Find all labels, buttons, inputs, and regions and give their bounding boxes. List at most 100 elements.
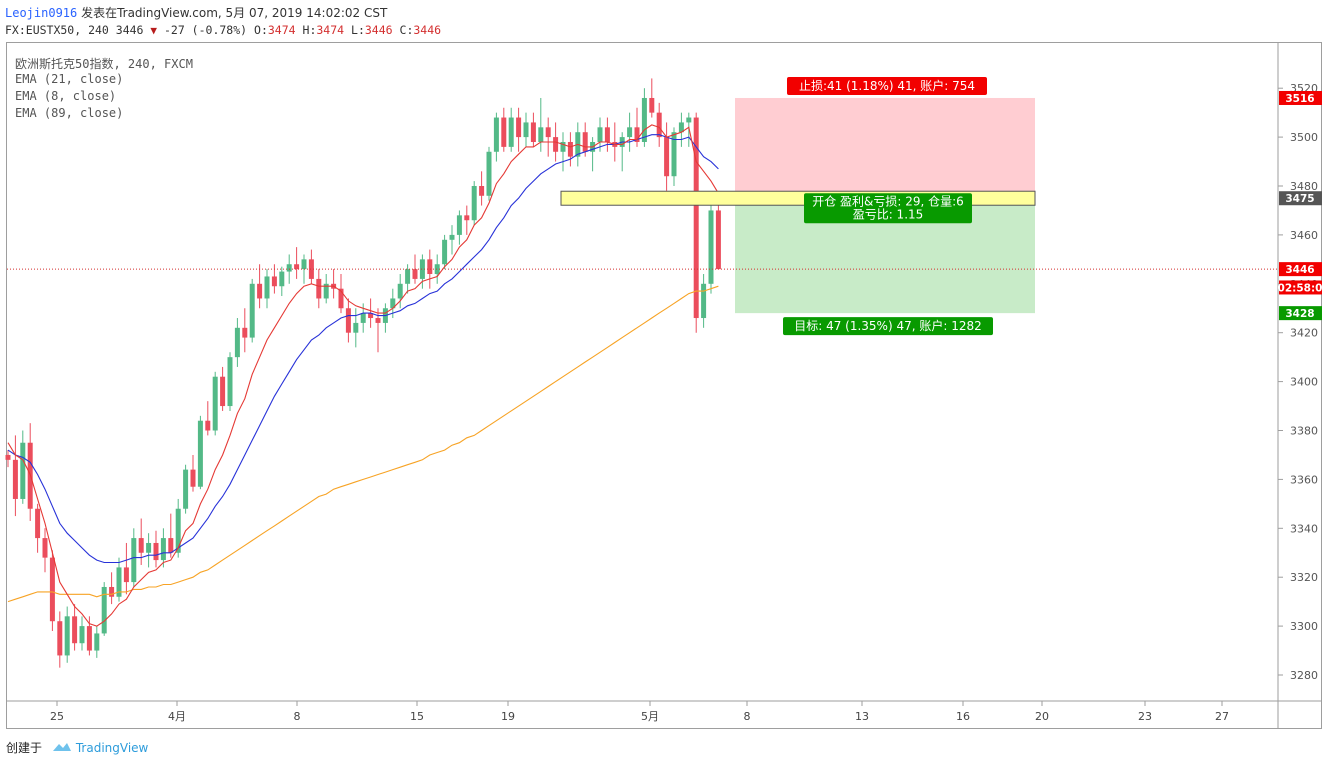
tradingview-brand-link[interactable]: TradingView (75, 741, 149, 755)
candle-body (419, 259, 425, 279)
candle-body (338, 288, 344, 309)
candle-body (412, 269, 418, 279)
candle-body (560, 141, 566, 152)
candle-body (57, 621, 63, 656)
candle-body (94, 633, 100, 651)
candle-body (353, 322, 359, 333)
candle-body (316, 278, 322, 299)
price-mark-label: 02:58:0 (1278, 282, 1323, 294)
target-label-text: 目标: 47 (1.35%) 47, 账户: 1282 (794, 318, 982, 333)
price-mark-box (1279, 262, 1322, 277)
candle-body (294, 264, 300, 270)
y-tick-label: 3460 (1290, 229, 1318, 242)
candle-body (582, 132, 588, 152)
candle-body (220, 376, 226, 407)
legend-ema8[interactable]: EMA (8, close) (15, 89, 117, 103)
entry-label-box[interactable] (804, 193, 972, 224)
candle-body (501, 117, 507, 147)
candle-body (664, 137, 670, 177)
stop-loss-label-text: 止损:41 (1.18%) 41, 账户: 754 (799, 78, 975, 93)
candle-body (708, 210, 714, 284)
stop-loss-label-box[interactable] (787, 76, 987, 95)
candle-body (597, 127, 603, 142)
candle-body (271, 276, 277, 287)
y-tick-label: 3280 (1290, 669, 1318, 682)
candle-body (249, 283, 255, 338)
candle-body (427, 259, 433, 275)
candle-body (286, 264, 292, 272)
candle-body (242, 327, 248, 338)
candle-body (656, 112, 662, 138)
x-tick-label: 20 (1035, 710, 1049, 723)
chart-frame[interactable] (6, 42, 1322, 729)
candle-body (168, 538, 174, 553)
candle-body (649, 97, 655, 113)
candle-body (160, 538, 166, 561)
y-tick-label: 3420 (1290, 327, 1318, 340)
created-by-label: 创建于 (6, 741, 43, 755)
candle-body (671, 132, 677, 177)
candle-body (42, 538, 48, 558)
price-mark-box (1279, 191, 1322, 206)
candle-body (72, 616, 78, 644)
candle-body (257, 283, 263, 299)
candle-body (449, 234, 455, 240)
candle-body (442, 239, 448, 265)
candle-body (397, 283, 403, 299)
candle-body (678, 122, 684, 133)
candle-body (86, 626, 92, 651)
price-mark-box (1279, 90, 1322, 105)
x-tick-label: 23 (1138, 710, 1152, 723)
y-tick-label: 3360 (1290, 473, 1318, 486)
candle-body (116, 567, 122, 597)
candle-body (153, 542, 159, 561)
legend-ema89[interactable]: EMA (89, close) (15, 106, 124, 120)
candle-body (360, 313, 366, 323)
x-tick-label: 8 (744, 710, 751, 723)
username-link[interactable]: Leojin0916 (5, 6, 78, 20)
candle-body (123, 567, 129, 583)
y-tick-label: 3380 (1290, 425, 1318, 438)
candle-body (308, 259, 314, 279)
tradingview-logo-icon (52, 743, 71, 751)
x-tick-label: 13 (855, 710, 869, 723)
chart-title: 欧洲斯托克50指数, 240, FXCM (15, 57, 193, 71)
candle-body (641, 97, 647, 142)
x-tick-label: 4月 (168, 710, 186, 723)
candle-body (701, 283, 707, 319)
candle-body (227, 357, 233, 407)
entry-label-text: 开仓 盈利&亏损: 29, 仓量:6 (812, 195, 964, 209)
candle-body (604, 127, 610, 142)
y-tick-label: 3320 (1290, 571, 1318, 584)
low-label: L: (351, 23, 365, 37)
candle-body (146, 542, 152, 553)
candle-body (109, 586, 115, 597)
x-tick-label: 16 (956, 710, 970, 723)
ema21-line (7, 134, 719, 564)
candle-body (627, 127, 633, 138)
target-label-box[interactable] (783, 317, 993, 336)
candle-body (345, 308, 351, 333)
candle-body (279, 271, 285, 287)
legend-ema21[interactable]: EMA (21, close) (15, 72, 124, 86)
candle-body (545, 127, 551, 138)
candle-body (516, 117, 522, 138)
close-label: C: (399, 23, 414, 37)
candle-body (375, 318, 381, 323)
high-label: H: (302, 23, 317, 37)
price-mark-label: 3475 (1285, 193, 1314, 205)
down-triangle-icon: ▼ (150, 24, 158, 37)
x-tick-label: 8 (294, 710, 301, 723)
candle-body (183, 469, 189, 509)
candle-body (175, 508, 181, 553)
candle-body (434, 264, 440, 275)
candle-body (5, 454, 11, 460)
candle-body (464, 215, 470, 221)
header-line-1: Leojin0916 发表在TradingView.com, 5月 07, 20… (5, 5, 387, 21)
x-tick-label: 25 (50, 710, 64, 723)
price-mark-box (1279, 306, 1322, 321)
y-tick-label: 3500 (1290, 131, 1318, 144)
stop-loss-zone[interactable] (735, 97, 1035, 199)
y-tick-label: 3480 (1290, 180, 1318, 193)
